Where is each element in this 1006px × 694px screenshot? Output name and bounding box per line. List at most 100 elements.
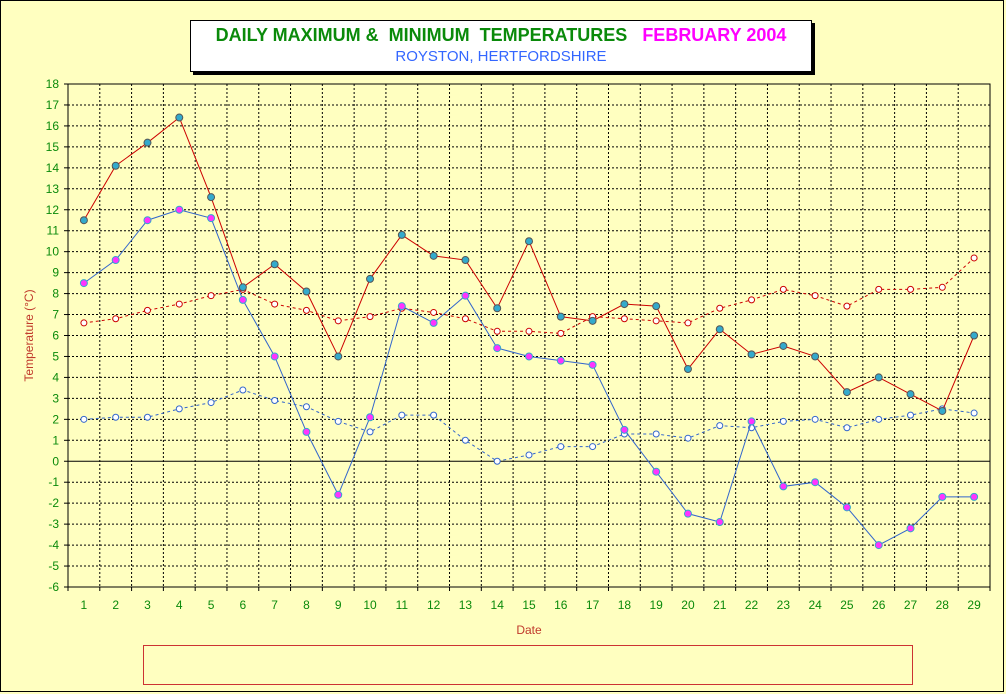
mean-min-30yr-point	[430, 411, 438, 419]
x-tick-label: 9	[335, 598, 342, 612]
chart-title: DAILY MAXIMUM & MINIMUM TEMPERATURES	[215, 25, 628, 45]
y-tick-label: 12	[46, 203, 60, 217]
max-temp-point	[906, 390, 915, 399]
y-tick-label: 10	[46, 245, 60, 259]
y-tick-label: -1	[48, 475, 59, 489]
y-tick-label: 14	[46, 161, 60, 175]
y-tick-label: -3	[48, 517, 59, 531]
max-temp-point	[811, 352, 820, 361]
max-temp-point	[620, 300, 629, 309]
x-axis-label: Date	[516, 623, 542, 637]
min-temp-point	[270, 352, 279, 361]
max-temp-point	[366, 274, 375, 283]
mean-min-30yr-point	[334, 417, 342, 425]
x-tick-label: 14	[491, 598, 505, 612]
chart-month: FEBRUARY 2004	[642, 25, 787, 45]
min-temp-point	[970, 492, 979, 501]
mean-max-30yr-point	[143, 306, 151, 314]
max-temp-point	[238, 283, 247, 292]
y-tick-label: 4	[52, 370, 59, 384]
x-tick-label: 7	[271, 598, 278, 612]
y-tick-label: 3	[52, 391, 59, 405]
x-tick-label: 19	[649, 598, 663, 612]
mean-max-30yr-point	[334, 317, 342, 325]
mean-max-30yr-point	[80, 319, 88, 327]
min-temp-point	[207, 214, 216, 223]
x-tick-label: 12	[427, 598, 441, 612]
x-tick-label: 11	[396, 598, 409, 612]
mean-max-30yr-point	[907, 285, 915, 293]
mean-min-30yr-point	[716, 422, 724, 430]
mean-min-30yr-point	[398, 411, 406, 419]
max-temp-point	[715, 325, 724, 334]
min-temp-point	[238, 295, 247, 304]
max-temp-point	[842, 388, 851, 397]
x-tick-label: 2	[112, 598, 119, 612]
x-tick-label: 8	[303, 598, 310, 612]
min-temp-point	[302, 427, 311, 436]
mean-min-30yr-point	[239, 386, 247, 394]
mean-max-30yr-point	[938, 283, 946, 291]
x-tick-label: 6	[240, 598, 247, 612]
mean-min-30yr-point	[875, 415, 883, 423]
y-axis-label: Temperature (°C)	[22, 289, 36, 381]
x-tick-label: 25	[840, 598, 854, 612]
x-tick-label: 27	[904, 598, 918, 612]
min-temp-point	[556, 356, 565, 365]
max-temp-point	[779, 341, 788, 350]
mean-min-30yr-point	[366, 428, 374, 436]
y-tick-label: -5	[48, 559, 59, 573]
y-tick-label: -2	[48, 496, 59, 510]
x-tick-label: 26	[872, 598, 886, 612]
max-temp-point	[429, 251, 438, 260]
max-temp-point	[302, 287, 311, 296]
max-temp-point	[207, 193, 216, 202]
mean-max-30yr-point	[525, 327, 533, 335]
mean-max-30yr-point	[175, 300, 183, 308]
y-tick-label: 17	[46, 98, 60, 112]
min-temp-point	[493, 344, 502, 353]
x-tick-label: 1	[81, 598, 88, 612]
y-tick-label: 6	[52, 329, 59, 343]
min-temp-point	[175, 205, 184, 214]
max-temp-point	[938, 406, 947, 415]
min-temp-point	[874, 541, 883, 550]
max-temp-point	[652, 302, 661, 311]
min-temp-point	[334, 490, 343, 499]
min-temp-point	[652, 467, 661, 476]
mean-min-30yr-point	[907, 411, 915, 419]
min-temp-point	[397, 302, 406, 311]
min-temp-point	[143, 216, 152, 225]
y-tick-label: 5	[52, 349, 59, 363]
mean-min-30yr-point	[811, 415, 819, 423]
mean-min-30yr-point	[302, 403, 310, 411]
mean-min-30yr-point	[779, 417, 787, 425]
min-temp-point	[715, 518, 724, 527]
mean-max-30yr-point	[207, 292, 215, 300]
mean-max-30yr-point	[461, 315, 469, 323]
mean-max-30yr-point	[843, 302, 851, 310]
mean-min-30yr-point	[207, 399, 215, 407]
mean-min-30yr-point	[557, 443, 565, 451]
y-tick-label: 2	[52, 412, 59, 426]
mean-max-30yr-point	[620, 315, 628, 323]
max-temp-point	[874, 373, 883, 382]
mean-min-30yr-point	[684, 434, 692, 442]
title-box: DAILY MAXIMUM & MINIMUM TEMPERATURES FEB…	[190, 20, 812, 72]
min-temp-point	[906, 524, 915, 533]
mean-min-30yr-point	[525, 451, 533, 459]
y-tick-label: 0	[52, 454, 59, 468]
min-temp-point	[79, 279, 88, 288]
y-tick-label: 13	[46, 182, 60, 196]
x-tick-label: 10	[363, 598, 377, 612]
mean-min-30yr-point	[970, 409, 978, 417]
mean-max-30yr-point	[430, 308, 438, 316]
mean-min-30yr-point	[461, 436, 469, 444]
max-temp-point	[556, 312, 565, 321]
x-tick-label: 18	[618, 598, 632, 612]
mean-max-30yr-point	[779, 285, 787, 293]
mean-max-30yr-point	[366, 313, 374, 321]
y-tick-label: 18	[46, 77, 60, 91]
x-tick-label: 15	[522, 598, 536, 612]
